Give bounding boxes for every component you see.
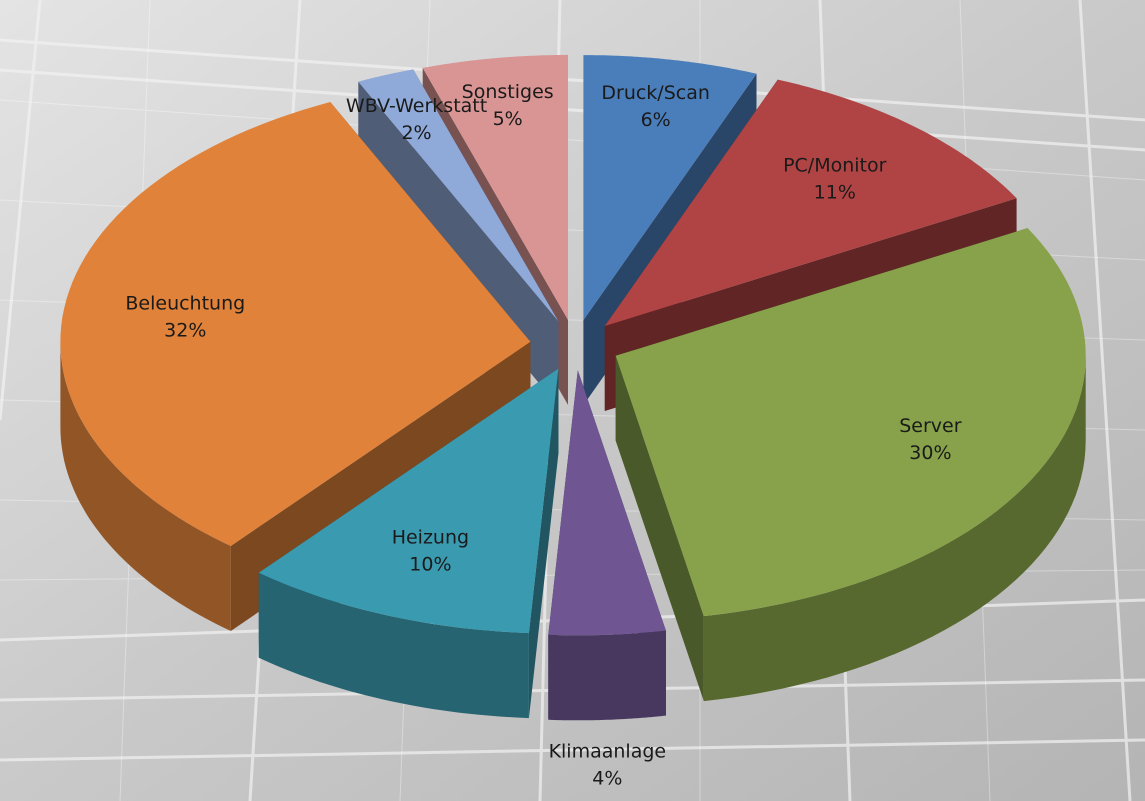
value-label: 10% — [409, 553, 451, 575]
slice: Heizung 10% — [258, 368, 559, 719]
category-label: WBV-Werkstatt — [346, 95, 487, 117]
slice: Klimaanlage 4% — [548, 370, 666, 789]
slice: Server 30% — [615, 228, 1086, 702]
value-label: 2% — [401, 122, 431, 144]
slice-top — [60, 102, 531, 546]
category-label: Druck/Scan — [601, 82, 710, 104]
slice-top — [583, 55, 757, 321]
category-label: Beleuchtung — [125, 293, 245, 315]
value-label: 5% — [493, 108, 523, 130]
slice-top — [604, 79, 1017, 326]
value-label: 11% — [814, 181, 856, 203]
slice-top — [358, 69, 559, 322]
category-label: Klimaanlage — [549, 740, 667, 762]
value-label: 32% — [164, 320, 206, 342]
value-label: 30% — [909, 442, 951, 464]
slice-wall — [615, 355, 704, 702]
slice-side — [60, 341, 231, 631]
value-label: 4% — [592, 767, 622, 789]
pie: Sonstiges 5% Druck/Scan 6% WBV-Werkstatt 2% PC… — [60, 54, 1086, 789]
category-label: Sonstiges — [462, 81, 554, 103]
slice-top — [548, 370, 666, 636]
slice-top — [422, 54, 568, 320]
category-label: PC/Monitor — [783, 154, 887, 176]
slice-side — [548, 630, 666, 721]
slice-top — [615, 228, 1086, 617]
value-label: 6% — [641, 109, 671, 131]
slice-top — [258, 368, 559, 634]
slice-side — [703, 355, 1086, 702]
slice-side — [258, 572, 529, 719]
slice: Beleuchtung 32% — [60, 102, 531, 631]
category-label: Heizung — [392, 526, 469, 548]
category-label: Server — [899, 415, 961, 437]
